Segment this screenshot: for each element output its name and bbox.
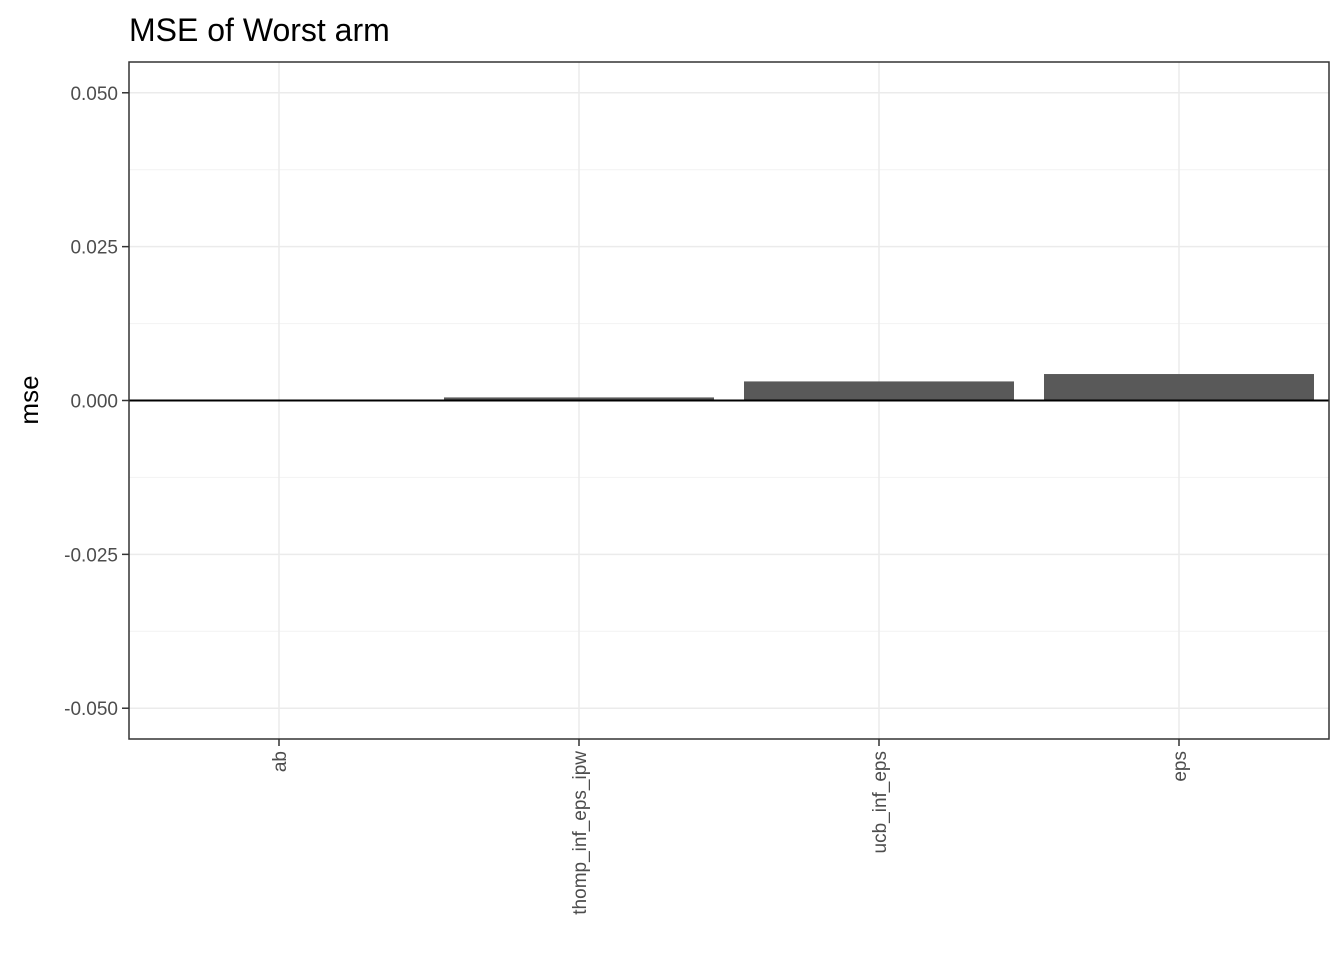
bar-ucb_inf_eps	[744, 381, 1014, 401]
y-tick-label: -0.025	[64, 545, 118, 566]
y-axis-label: mse	[14, 375, 44, 424]
y-tick-label: 0.000	[70, 392, 118, 413]
x-tick-label-eps: eps	[1170, 751, 1191, 782]
x-tick-label-thomp_inf_eps_ipw: thomp_inf_eps_ipw	[570, 751, 591, 915]
y-axis-ticks: 0.050 0.025 0.000 -0.025 -0.050	[64, 84, 129, 720]
x-axis-ticks: ab thomp_inf_eps_ipw ucb_inf_eps eps	[270, 739, 1191, 915]
y-tick-label: -0.050	[64, 699, 118, 720]
x-tick-label-ucb_inf_eps: ucb_inf_eps	[870, 751, 891, 853]
y-tick-label: 0.050	[70, 84, 118, 105]
bars	[444, 374, 1314, 401]
bar-eps	[1044, 374, 1314, 401]
chart-title: MSE of Worst arm	[129, 12, 390, 48]
y-tick-label: 0.025	[70, 238, 118, 259]
x-tick-label-ab: ab	[270, 751, 291, 772]
bar-thomp_inf_eps_ipw	[444, 397, 714, 401]
